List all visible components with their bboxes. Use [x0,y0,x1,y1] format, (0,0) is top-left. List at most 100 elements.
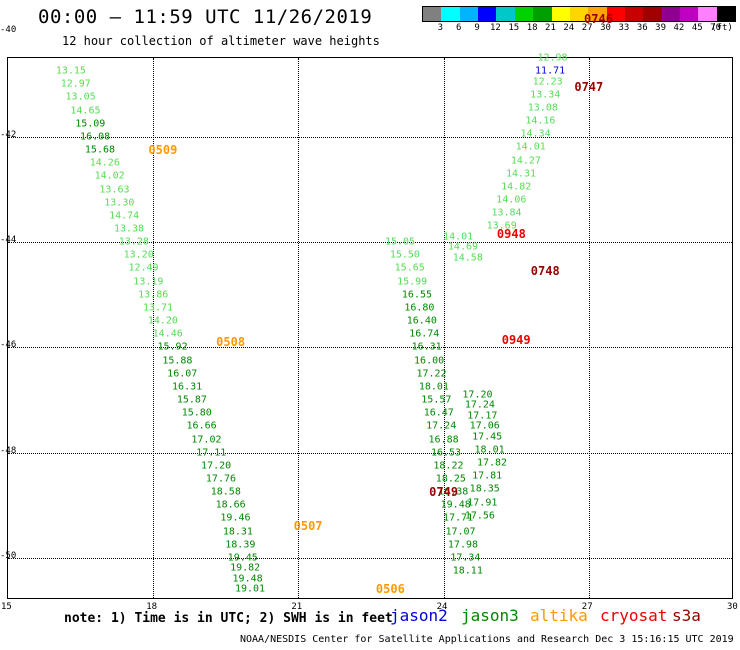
swh-value-label: 13.63 [99,184,130,196]
longitude-gridline [298,58,300,598]
swh-value-label: 17.06 [469,420,500,432]
swh-value-label: 15.05 [384,236,416,248]
mission-legend-cryosat: cryosat [600,606,668,625]
swh-value-label: 18.66 [215,499,246,511]
swh-value-label: 19.46 [220,512,251,524]
swh-value-label: 12.98 [537,52,568,64]
colorbar-swatch [643,7,662,21]
swh-value-label: 15.80 [181,407,212,419]
colorbar-label: 33 [618,23,630,33]
colorbar-label: 70 [710,23,722,33]
swh-value-label: 17.81 [472,470,503,482]
swh-value-label: 17.02 [191,434,222,445]
colorbar-label: 12 [489,23,501,33]
swh-value-label: 17.17 [467,410,498,422]
colorbar-swatch [441,7,460,21]
swh-value-label: 16.66 [186,420,217,432]
latitude-gridline [8,347,732,349]
colorbar-label: 30 [600,23,611,33]
swh-value-label: 14.20 [147,315,178,327]
colorbar-swatch [716,7,736,21]
swh-value-label: 15.57 [421,394,452,406]
swh-value-label: 17.11 [196,447,227,459]
pass-time-label: 0507 [293,519,323,534]
swh-value-label: 12.23 [532,76,563,88]
pass-time-label: 0749 [429,485,459,500]
swh-value-label: 19.48 [440,499,471,511]
swh-value-label: 18.25 [435,473,466,485]
pass-time-label: 0747 [574,79,604,94]
swh-value-label: 12.97 [60,78,91,90]
swh-value-label: 14.01 [515,141,546,153]
colorbar-label: 18 [526,23,538,33]
colorbar-swatch [569,7,589,21]
swh-value-label: 18.01 [418,381,449,393]
swh-value-label: 16.07 [167,368,198,380]
swh-value-label: 16.31 [172,381,203,393]
latitude-tick-label: -50 [0,550,17,561]
colorbar-label: 24 [563,23,575,33]
colorbar-label: 45 [691,23,703,33]
longitude-gridline [153,58,155,598]
swh-value-label: 17.07 [445,526,476,538]
swh-value-label: 13.05 [65,91,96,103]
swh-value-label: 16.88 [428,434,459,445]
pass-time-label: 0508 [216,335,246,350]
swh-value-label: 15.87 [176,394,207,406]
swh-value-label: 16.74 [409,328,440,340]
swh-value-label: 17.98 [447,539,479,551]
swh-value-label: 16.08 [80,131,111,143]
swh-value-label: 13.19 [133,276,164,288]
map-plot-area: 13.15 12.97 13.05 14.65 15.09 16.08 15.68 14.26… [7,12,733,599]
swh-value-label: 14.69 [447,241,479,253]
colorbar-label: 27 [581,23,593,33]
swh-value-label: 18.01 [474,444,505,456]
swh-value-label: 14.46 [152,328,183,340]
swh-value-label: 19.82 [230,562,261,574]
mission-legend-s3a: s3a [672,606,701,625]
swh-value-label: 13.69 [486,220,517,232]
swh-value-label: 14.74 [109,210,140,222]
swh-value-label: 15.68 [84,144,116,156]
mission-legend-jason3: jason3 [461,606,519,625]
pass-time-label: 0506 [375,582,405,597]
longitude-tick-label: 21 [291,602,303,612]
swh-value-label: 13.20 [123,249,154,261]
swh-value-label: 15.65 [394,262,425,274]
colorbar-swatch [588,7,607,21]
longitude-gridline [443,58,445,598]
colorbar-swatch [624,7,644,21]
swh-value-label: 16.80 [404,302,435,314]
colorbar-swatch [496,7,515,21]
colorbar-swatch [478,7,497,21]
swh-value-label: 13.34 [530,89,561,101]
swh-value-label: 17.71 [443,512,474,524]
swh-value-label: 19.48 [232,573,263,585]
swh-value-label: 17.45 [472,431,503,443]
swh-value-label: 14.26 [89,157,120,169]
map-subtitle: 12 hour collection of altimeter wave hei… [62,34,380,48]
latitude-tick-label: -44 [0,235,17,246]
colorbar-label: 9 [474,23,480,33]
colorbar-swatch [680,7,699,21]
colorbar-swatch [661,7,681,21]
swh-value-label: 13.30 [104,197,135,209]
colorbar-label: 42 [673,23,685,33]
swh-value-label: 15.99 [397,276,428,288]
mission-legend-altika: altika [530,606,588,625]
swh-value-label: 12.49 [128,262,159,274]
latitude-gridline [8,242,732,244]
colorbar-swatch [698,7,717,21]
swh-value-label: 17.82 [476,457,508,469]
swh-value-label: 17.24 [426,420,457,432]
swh-value-label: 11.71 [535,65,566,77]
swh-value-label: 18.58 [210,486,241,498]
swh-value-label: 17.24 [464,399,495,411]
latitude-gridline [8,452,732,454]
swh-value-label: 14.31 [505,168,537,180]
swh-value-label: 14.34 [520,128,551,140]
swh-value-label: 17.76 [205,473,237,485]
colorbar-swatch [459,7,479,21]
swh-value-label: 17.56 [464,510,495,522]
colorbar-label: 15 [508,23,520,33]
